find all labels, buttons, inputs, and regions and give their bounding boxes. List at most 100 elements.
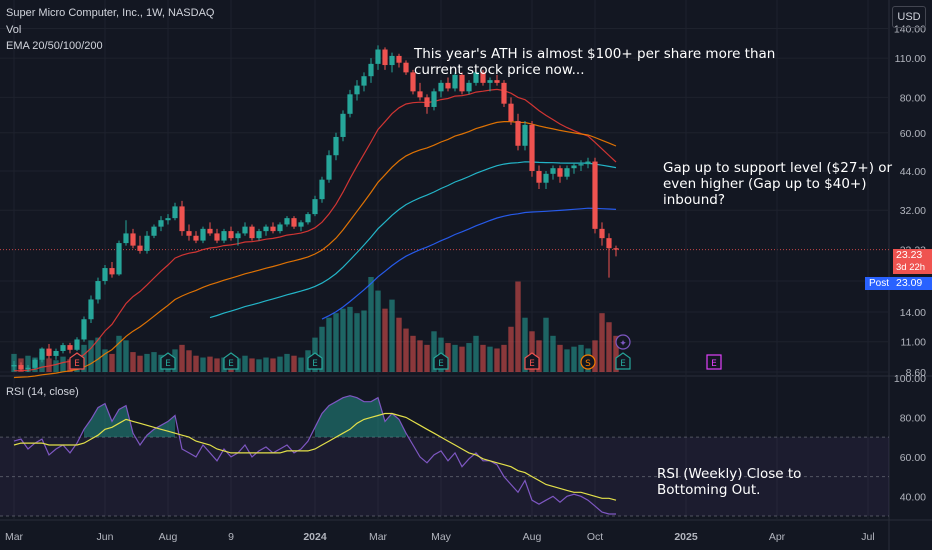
volume-bar (130, 352, 136, 372)
candle-body (298, 222, 304, 227)
event-marker-label: E (165, 359, 171, 369)
volume-bar (424, 344, 430, 372)
price-tick-label: 110.00 (895, 53, 926, 65)
volume-bar (508, 326, 514, 372)
candle-body (235, 233, 241, 239)
candle-body (522, 124, 528, 146)
volume-bar (459, 346, 465, 372)
volume-bar (403, 328, 409, 372)
volume-bar (333, 313, 339, 372)
price-tick-label: 11.00 (901, 337, 927, 349)
volume-bar (144, 353, 150, 372)
volume-bar (452, 344, 458, 372)
volume-bar (207, 356, 213, 372)
candle-body (151, 226, 157, 236)
event-marker-label: E (711, 359, 717, 369)
candle-body (32, 359, 38, 368)
volume-bar (186, 350, 192, 372)
candle-body (368, 63, 374, 77)
volume-bar (270, 358, 276, 372)
event-markers[interactable]: E E E E E E S E ✦ E (69, 334, 722, 370)
candle-body (382, 49, 388, 66)
volume-bar (494, 348, 500, 372)
currency-button[interactable]: USD (892, 6, 926, 28)
candle-body (270, 226, 276, 232)
price-tick-label: 14.00 (900, 307, 926, 319)
volume-bar (431, 331, 437, 372)
volume-bar (326, 317, 332, 372)
candle-body (459, 74, 465, 92)
candle-body (361, 76, 367, 86)
volume-bar (529, 331, 535, 372)
rsi-overbought-fill (84, 403, 133, 438)
candle-body (81, 319, 87, 340)
rsi-note-line1: RSI (Weekly) Close to (657, 466, 802, 482)
candle-body (46, 348, 52, 356)
volume-bar (557, 344, 563, 372)
time-tick-label: Jun (97, 531, 114, 543)
event-marker-label: E (438, 359, 444, 369)
candle-body (585, 161, 591, 165)
time-tick-label: May (431, 531, 452, 543)
time-tick-label: Aug (159, 531, 178, 543)
volume-bar (613, 335, 619, 372)
rsi-tick-label: 80.00 (900, 412, 926, 424)
candle-body (102, 268, 108, 282)
volume-bar (501, 344, 507, 372)
event-marker-label: E (228, 359, 234, 369)
candle-body (88, 299, 94, 320)
candle-body (60, 345, 66, 351)
candle-body (137, 245, 143, 251)
time-tick-label: Oct (587, 531, 603, 543)
candle-body (564, 168, 570, 177)
event-marker-label: S (585, 359, 591, 369)
time-tick-label: 2025 (674, 531, 698, 543)
volume-bar (599, 313, 605, 372)
time-tick-label: 9 (228, 531, 234, 543)
volume-bar (88, 340, 94, 372)
time-tick-label: Apr (769, 531, 786, 543)
ema-line-100 (209, 161, 617, 319)
ema-line-200 (321, 207, 617, 320)
ema-label: EMA 20/50/100/200 (6, 40, 103, 52)
volume-bar (564, 349, 570, 372)
candle-body (494, 80, 500, 83)
candle-body (543, 173, 549, 183)
candle-body (263, 226, 269, 232)
candle-body (53, 350, 59, 356)
candle-body (403, 62, 409, 73)
candle-body (200, 228, 206, 241)
rsi-overbought-fill (315, 395, 406, 438)
time-tick-label: Mar (5, 531, 24, 543)
volume-bar (319, 326, 325, 372)
volume-bar (550, 335, 556, 372)
candle-body (557, 168, 563, 177)
volume-bar (515, 281, 521, 372)
candlesticks (11, 45, 619, 372)
candle-body (578, 164, 584, 166)
event-marker-pentagon (433, 352, 449, 370)
event-marker-box (706, 354, 722, 370)
rsi-line (13, 395, 616, 515)
candle-body (333, 136, 339, 156)
candle-body (592, 161, 598, 229)
candle-body (242, 226, 248, 234)
volume-bar (480, 344, 486, 372)
candle-body (319, 179, 325, 200)
gap-note-line3: inbound? (663, 192, 725, 208)
event-marker-label: ✦ (619, 339, 627, 349)
gap-annotation: Gap up to support level ($27+) or even h… (663, 160, 892, 208)
ath-note-line2: current stock price now... (414, 62, 585, 78)
candle-body (130, 233, 136, 246)
candle-body (599, 228, 605, 239)
event-marker-pentagon (615, 352, 631, 370)
volume-bar (95, 337, 101, 372)
time-tick-label: Aug (523, 531, 542, 543)
candle-body (466, 82, 472, 92)
volume-bar (284, 353, 290, 372)
volume-bar (361, 310, 367, 372)
price-tick-label: 8.60 (906, 367, 927, 379)
candle-body (389, 55, 395, 66)
